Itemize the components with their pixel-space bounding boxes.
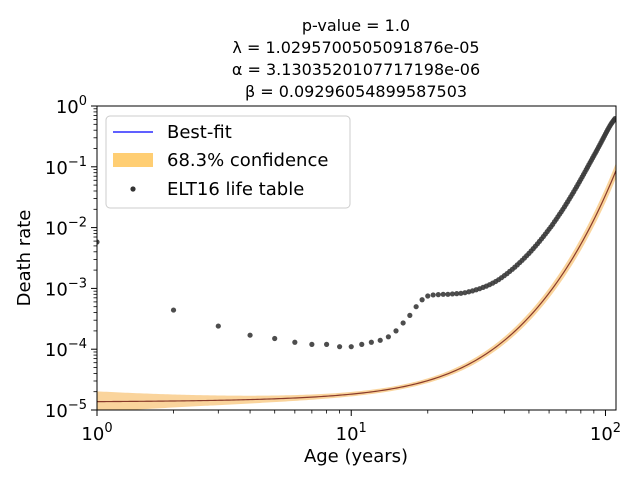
tick-label: 100 — [81, 421, 112, 445]
data-point — [445, 291, 451, 297]
tick-label: 10−3 — [45, 276, 87, 300]
legend: Best-fit 68.3% confidence ELT16 life table — [105, 115, 351, 209]
title-line: λ = 1.0295700505091876e-05 — [232, 38, 479, 57]
tick-label: 10−4 — [45, 337, 87, 361]
data-point — [170, 307, 177, 313]
data-point — [612, 116, 616, 122]
data-point — [458, 290, 464, 296]
data-point — [247, 332, 253, 338]
x-axis-ticks: 100 101 102 — [81, 410, 621, 445]
y-axis-ticks: 10−5 10−4 10−3 10−2 10−1 100 — [45, 94, 97, 422]
data-point — [440, 291, 446, 297]
data-point — [400, 320, 406, 326]
data-point — [215, 323, 221, 329]
data-point — [368, 339, 374, 345]
data-point — [430, 292, 436, 298]
tick-label: 10−1 — [45, 155, 87, 179]
title-line: α = 3.1303520107717198e-06 — [232, 60, 480, 79]
legend-label: ELT16 life table — [167, 179, 304, 200]
tick-label: 10−2 — [45, 216, 87, 240]
legend-frame — [105, 115, 351, 209]
data-point — [385, 334, 391, 340]
data-point — [97, 239, 100, 245]
data-point — [425, 293, 431, 299]
data-point — [377, 337, 383, 343]
data-point — [348, 344, 354, 350]
tick-label: 100 — [56, 94, 87, 118]
title-line: p-value = 1.0 — [302, 16, 410, 35]
chart-title: p-value = 1.0 λ = 1.0295700505091876e-05 α… — [232, 16, 480, 101]
data-point — [413, 304, 419, 310]
legend-label: 68.3% confidence — [167, 150, 328, 171]
data-point — [393, 328, 399, 334]
x-axis-label: Age (years) — [304, 446, 408, 467]
best-fit-line — [97, 170, 616, 403]
data-point — [292, 339, 298, 345]
data-point — [309, 341, 315, 347]
plot-area — [96, 105, 617, 411]
data-point — [324, 341, 330, 347]
data-point — [419, 297, 425, 303]
data-point — [407, 312, 413, 318]
data-point — [462, 290, 468, 296]
legend-label: Best-fit — [167, 122, 232, 143]
legend-swatch-point — [130, 186, 136, 192]
life-table-points — [97, 116, 616, 350]
data-point — [272, 335, 278, 342]
data-point — [435, 292, 441, 298]
tick-label: 101 — [336, 421, 367, 445]
data-point — [337, 344, 343, 350]
plot-frame — [96, 105, 617, 411]
title-line: β = 0.09296054899587503 — [245, 82, 467, 101]
data-point — [449, 291, 456, 297]
y-axis-label: Death rate — [14, 210, 35, 307]
tick-label: 10−5 — [45, 398, 87, 422]
tick-label: 102 — [590, 421, 621, 445]
legend-swatch-band — [113, 153, 153, 167]
data-point — [359, 341, 365, 347]
data-point — [454, 291, 460, 297]
